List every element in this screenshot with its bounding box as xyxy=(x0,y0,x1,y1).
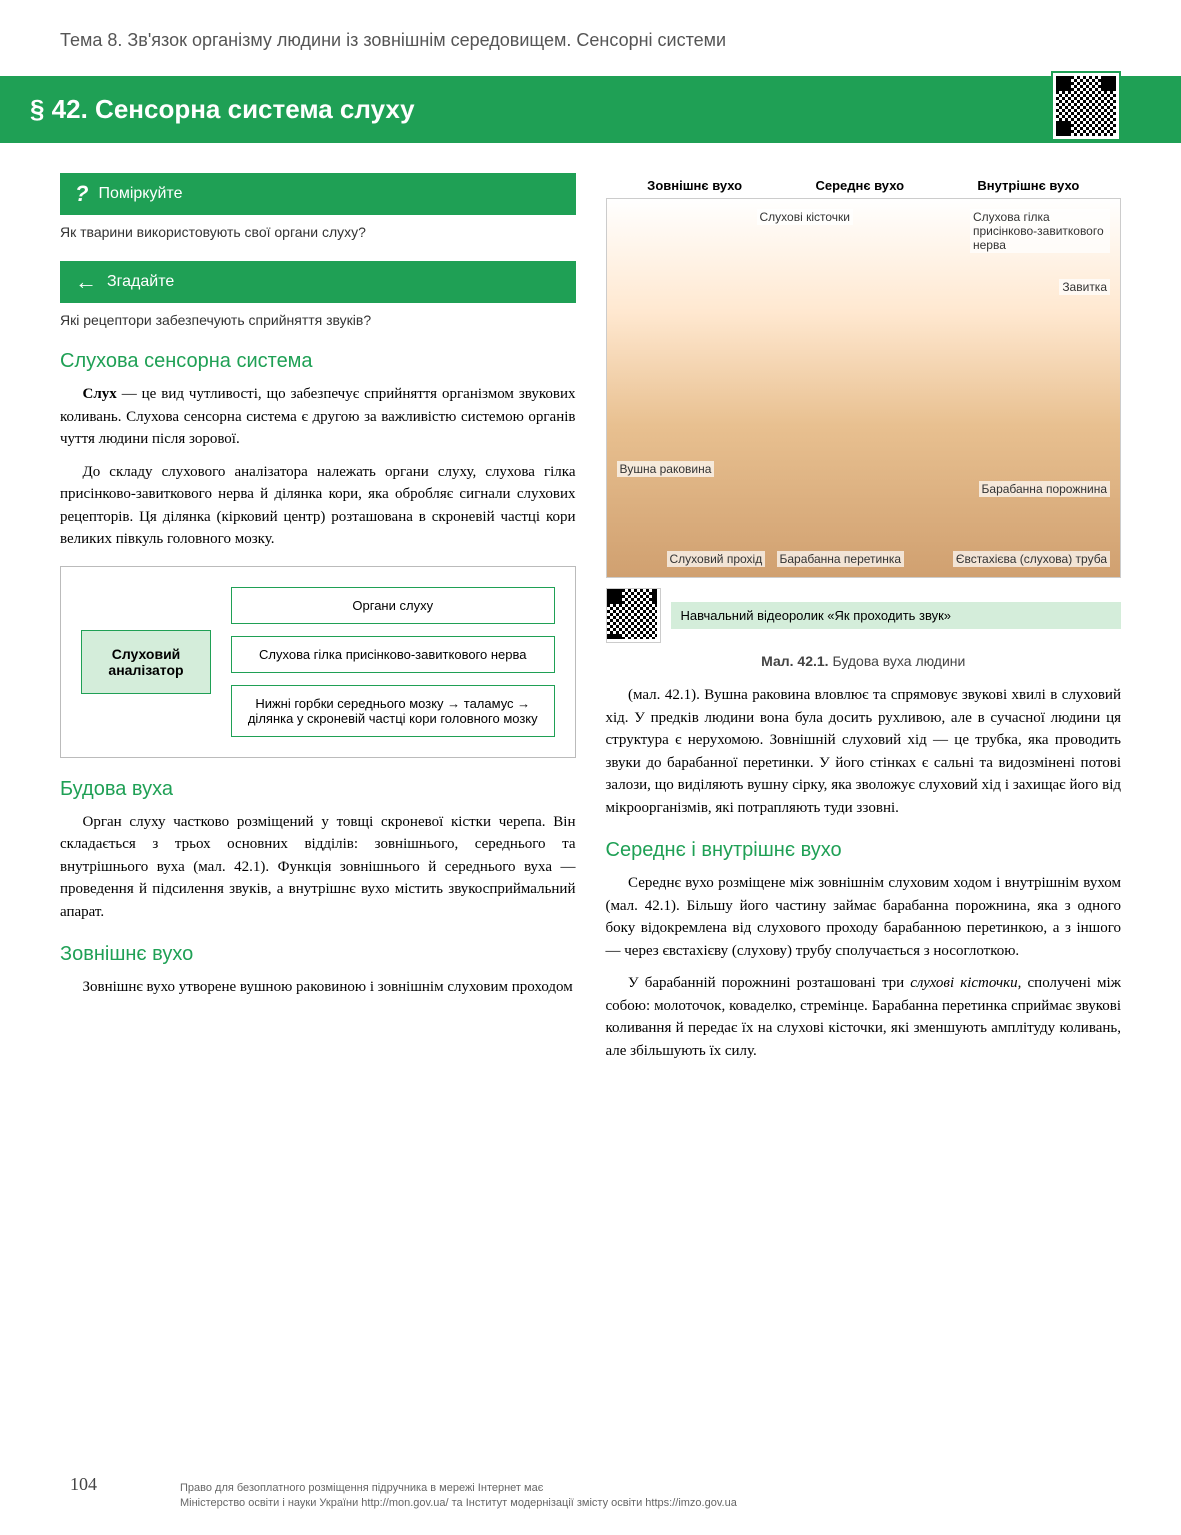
recall-text: Які рецептори забезпечують сприйняття зв… xyxy=(60,311,576,331)
ear-top-labels: Зовнішнє вухо Середнє вухо Внутрішнє вух… xyxy=(606,173,1122,198)
figure-caption: Мал. 42.1. Будова вуха людини xyxy=(606,653,1122,669)
video-link-row: Навчальний відеоролик «Як проходить звук… xyxy=(606,588,1122,643)
right-column: Зовнішнє вухо Середнє вухо Внутрішнє вух… xyxy=(606,173,1122,1072)
paragraph-4: Зовнішнє вухо утворене вушною раковиною … xyxy=(60,976,576,999)
think-callout: Поміркуйте xyxy=(60,173,576,215)
content-columns: Поміркуйте Як тварини використовують сво… xyxy=(60,173,1121,1072)
label-middle: Середнє вухо xyxy=(815,178,904,193)
recall-label: Згадайте xyxy=(107,273,174,291)
heading-middle-inner-ear: Середнє і внутрішнє вухо xyxy=(606,839,1122,862)
paragraph-2: До складу слухового аналізатора належать… xyxy=(60,461,576,551)
footer-text: Право для безоплатного розміщення підруч… xyxy=(180,1481,1121,1510)
fig-caption-text: Будова вуха людини xyxy=(829,653,966,669)
page-number: 104 xyxy=(70,1474,97,1495)
ear-label-canal: Слуховий прохід xyxy=(667,551,766,567)
ear-label-cochlea: Завитка xyxy=(1059,279,1110,295)
qr-pattern-icon xyxy=(1056,76,1116,136)
think-label: Поміркуйте xyxy=(98,185,182,203)
ear-diagram-container: Зовнішнє вухо Середнє вухо Внутрішнє вух… xyxy=(606,173,1122,578)
recall-callout: Згадайте xyxy=(60,261,576,303)
qr-code-top[interactable] xyxy=(1051,71,1121,141)
analyzer-main-box: Слуховий аналізатор xyxy=(81,630,211,694)
section-title: § 42. Сенсорна система слуху xyxy=(30,94,415,125)
textbook-page: Тема 8. Зв'язок організму людини із зовн… xyxy=(0,0,1181,1535)
left-column: Поміркуйте Як тварини використовують сво… xyxy=(60,173,576,1072)
footer-line-2: Міністерство освіти і науки України http… xyxy=(180,1497,737,1509)
ear-label-cavity: Барабанна порожнина xyxy=(979,481,1110,497)
paragraph-5: (мал. 42.1). Вушна раковина вловлює та с… xyxy=(606,684,1122,819)
ear-label-eustachian: Євстахієва (слухова) труба xyxy=(953,551,1110,567)
paragraph-6: Середнє вухо розміщене між зовнішнім слу… xyxy=(606,872,1122,962)
p7a: У барабанній порожнині розташовані три xyxy=(628,975,910,991)
paragraph-3: Орган слуху частково розміщений у товщі … xyxy=(60,811,576,924)
video-link-text: Навчальний відеоролик «Як проходить звук… xyxy=(671,602,1122,629)
topic-header: Тема 8. Зв'язок організму людини із зовн… xyxy=(60,30,1121,51)
ear-label-nerve: Слухова гілка присінково-завиткового нер… xyxy=(970,209,1110,253)
think-text: Як тварини використовують свої органи сл… xyxy=(60,223,576,243)
paragraph-1: Слух — це вид чутливості, що забезпечує … xyxy=(60,383,576,451)
footer-line-1: Право для безоплатного розміщення підруч… xyxy=(180,1482,543,1494)
qr-code-video[interactable] xyxy=(606,588,661,643)
label-inner: Внутрішнє вухо xyxy=(977,178,1079,193)
heading-outer-ear: Зовнішнє вухо xyxy=(60,943,576,966)
section-banner: § 42. Сенсорна система слуху xyxy=(0,76,1181,143)
label-outer: Зовнішнє вухо xyxy=(647,178,742,193)
qr-pattern-icon xyxy=(607,589,657,639)
analyzer-box-3: Нижні горбки середнього мозку → таламус … xyxy=(231,685,555,737)
ear-anatomy-figure: Слухові кісточки Слухова гілка присінков… xyxy=(606,198,1122,578)
ear-label-eardrum: Барабанна перетинка xyxy=(777,551,905,567)
bold-slukh: Слух xyxy=(83,386,117,402)
heading-ear-structure: Будова вуха xyxy=(60,778,576,801)
analyzer-branches: Органи слуху Слухова гілка присінково-за… xyxy=(231,587,555,737)
ear-label-ossicles: Слухові кісточки xyxy=(757,209,853,225)
analyzer-diagram: Слуховий аналізатор Органи слуху Слухова… xyxy=(60,566,576,758)
analyzer-box-1: Органи слуху xyxy=(231,587,555,624)
p1-text: — це вид чутливості, що забезпечує сприй… xyxy=(60,386,576,447)
paragraph-7: У барабанній порожнині розташовані три с… xyxy=(606,972,1122,1062)
heading-auditory-system: Слухова сенсорна система xyxy=(60,350,576,373)
analyzer-box-2: Слухова гілка присінково-завиткового нер… xyxy=(231,636,555,673)
p7-italic: слухові кісточки xyxy=(910,975,1017,991)
fig-caption-bold: Мал. 42.1. xyxy=(761,653,828,669)
ear-label-auricle: Вушна раковина xyxy=(617,461,715,477)
